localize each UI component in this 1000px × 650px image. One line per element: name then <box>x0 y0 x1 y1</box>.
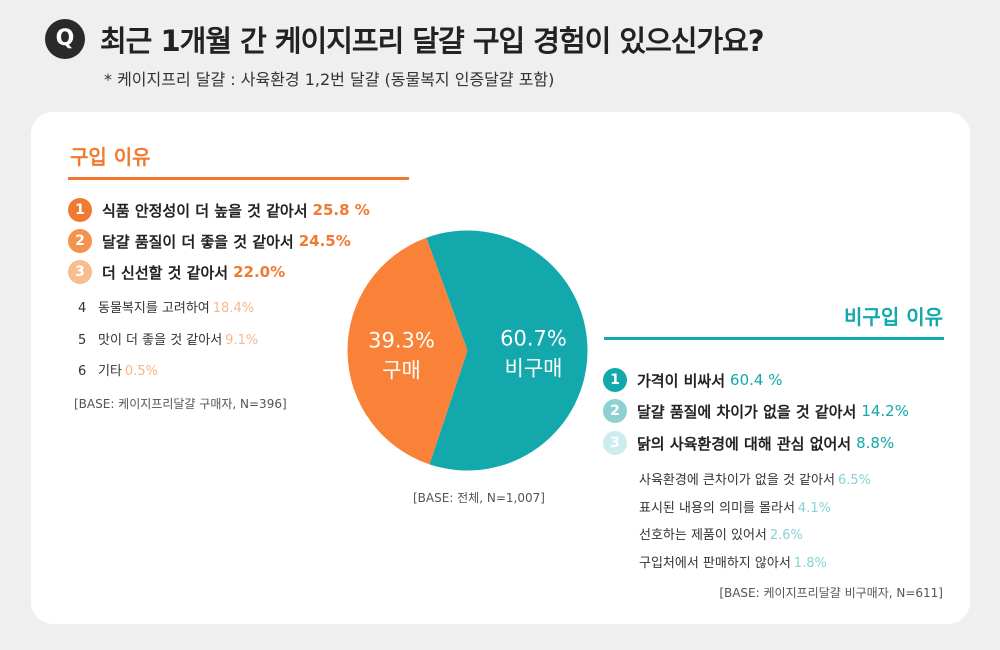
pie-base-note: [BASE: 전체, N=1,007] <box>413 491 545 505</box>
purchase-base-note: [BASE: 케이지프리달걀 구매자, N=396] <box>74 397 287 411</box>
purchase-reason-value: 0.5% <box>124 364 158 379</box>
non-purchase-reason-4: 사육환경에 큰차이가 없을 것 같아서 6.5% <box>639 469 871 488</box>
non-purchase-reason-3: 3 닭의 사육환경에 대해 관심 없어서 8.8% <box>603 431 894 455</box>
non-purchase-reason-5: 표시된 내용의 의미를 몰라서 4.1% <box>639 497 831 516</box>
purchase-reason-label: 더 신선할 것 같아서 <box>102 263 229 282</box>
question-note: * 케이지프리 달걀 : 사육환경 1,2번 달걀 (동물복지 인증달걀 포함) <box>104 70 555 89</box>
purchase-reasons-title: 구입 이유 <box>70 145 151 169</box>
purchase-pie-chart: 60.7% 비구매 39.3% 구매 <box>347 230 588 471</box>
purchase-reasons-rule <box>68 177 409 180</box>
non-purchase-reason-label: 구입처에서 판매하지 않아서 <box>639 556 791 571</box>
purchase-reason-6: 6 기타 0.5% <box>78 360 158 379</box>
pie-slice-non-purchase <box>426 230 588 471</box>
pie-slice-value-label: 39.3% <box>368 328 435 352</box>
rank-3-badge: 3 <box>68 260 92 284</box>
rank-number: 6 <box>78 364 87 379</box>
pie-slice-purchase <box>347 237 468 465</box>
purchase-reason-value: 22.0% <box>233 263 286 281</box>
purchase-reason-value: 18.4% <box>212 301 255 316</box>
rank-1-badge: 1 <box>603 368 627 392</box>
purchase-reason-label: 동물복지를 고려하여 <box>98 301 210 316</box>
purchase-reason-label: 식품 안정성이 더 높을 것 같아서 <box>102 201 308 220</box>
non-purchase-reason-2: 2 달걀 품질에 차이가 없을 것 같아서 14.2% <box>603 399 909 423</box>
non-purchase-reason-value: 14.2% <box>861 402 909 420</box>
rank-3-badge: 3 <box>603 431 627 455</box>
non-purchase-base-note: [BASE: 케이지프리달걀 비구매자, N=611] <box>719 586 943 600</box>
non-purchase-reason-7: 구입처에서 판매하지 않아서 1.8% <box>639 552 827 571</box>
non-purchase-reason-label: 사육환경에 큰차이가 없을 것 같아서 <box>639 473 835 488</box>
non-purchase-reason-label: 표시된 내용의 의미를 몰라서 <box>639 501 795 516</box>
non-purchase-reasons-title: 비구입 이유 <box>844 305 943 329</box>
rank-2-badge: 2 <box>603 399 627 423</box>
pie-slice-category-label: 비구매 <box>505 357 563 381</box>
non-purchase-reason-value: 4.1% <box>797 501 831 516</box>
purchase-reason-3: 3 더 신선할 것 같아서 22.0% <box>68 260 285 284</box>
purchase-reason-label: 달걀 품질이 더 좋을 것 같아서 <box>102 232 294 251</box>
pie-slice-value-label: 60.7% <box>500 327 567 351</box>
non-purchase-reason-label: 선호하는 제품이 있어서 <box>639 528 767 543</box>
non-purchase-reason-value: 6.5% <box>837 473 871 488</box>
question-badge: Q <box>45 19 85 59</box>
non-purchase-reason-6: 선호하는 제품이 있어서 2.6% <box>639 524 803 543</box>
purchase-reason-value: 9.1% <box>225 333 259 348</box>
non-purchase-reason-value: 1.8% <box>793 556 827 571</box>
rank-1-badge: 1 <box>68 198 92 222</box>
non-purchase-reason-value: 2.6% <box>769 528 803 543</box>
purchase-reason-2: 2 달걀 품질이 더 좋을 것 같아서 24.5% <box>68 229 351 253</box>
purchase-reason-label: 기타 <box>98 364 122 379</box>
question-title: 최근 1개월 간 케이지프리 달걀 구입 경험이 있으신가요? <box>100 24 765 58</box>
non-purchase-reason-label: 가격이 비싸서 <box>637 371 726 390</box>
purchase-reason-5: 5 맛이 더 좋을 것 같아서 9.1% <box>78 329 258 348</box>
non-purchase-reason-label: 닭의 사육환경에 대해 관심 없어서 <box>637 434 852 453</box>
non-purchase-reason-value: 60.4 % <box>730 371 783 389</box>
non-purchase-reason-label: 달걀 품질에 차이가 없을 것 같아서 <box>637 402 857 421</box>
pie-slice-category-label: 구매 <box>382 358 421 382</box>
purchase-reason-4: 4 동물복지를 고려하여 18.4% <box>78 297 254 316</box>
rank-number: 5 <box>78 333 87 348</box>
rank-number: 4 <box>78 301 87 316</box>
non-purchase-reason-1: 1 가격이 비싸서 60.4 % <box>603 368 782 392</box>
purchase-reason-label: 맛이 더 좋을 것 같아서 <box>98 333 223 348</box>
non-purchase-reasons-rule <box>604 337 944 340</box>
purchase-reason-value: 25.8 % <box>312 201 370 219</box>
non-purchase-reason-value: 8.8% <box>856 434 895 452</box>
purchase-reason-value: 24.5% <box>298 232 351 250</box>
rank-2-badge: 2 <box>68 229 92 253</box>
purchase-reason-1: 1 식품 안정성이 더 높을 것 같아서 25.8 % <box>68 198 370 222</box>
